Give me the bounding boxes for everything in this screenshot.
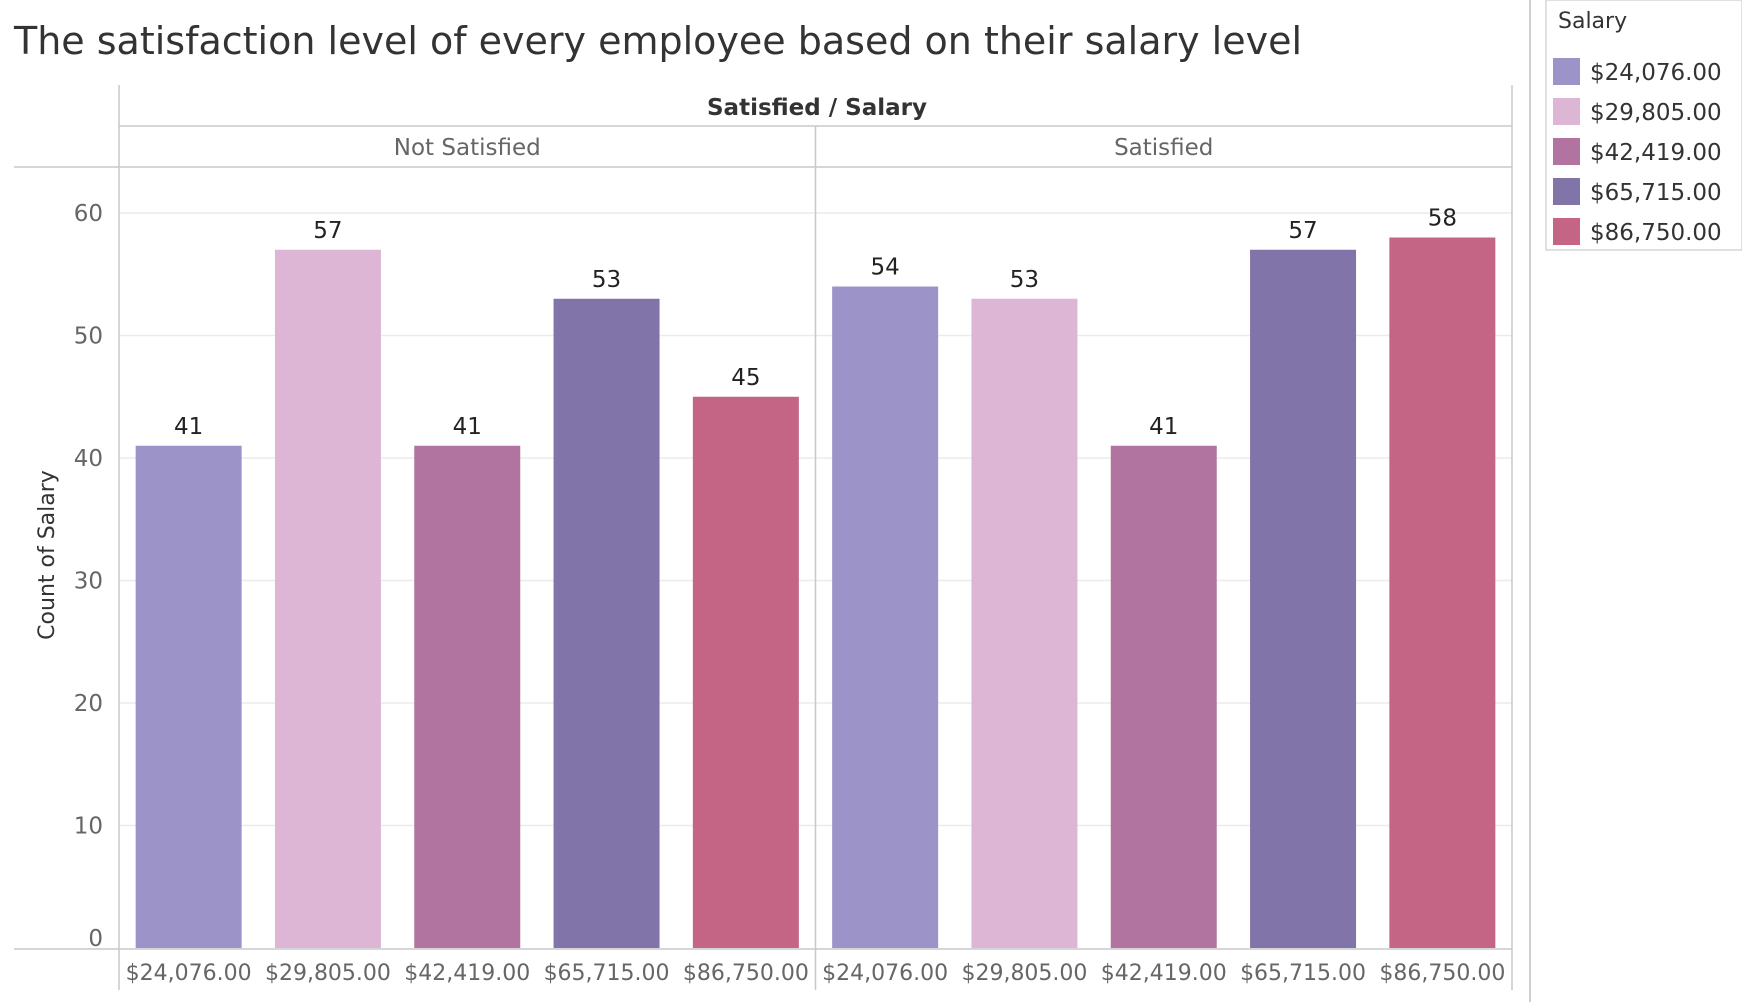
data-label: 41 — [1149, 414, 1178, 440]
x-tick-label: $86,750.00 — [683, 961, 809, 986]
panel-header: Satisfied — [1114, 135, 1213, 161]
legend-swatch[interactable] — [1553, 138, 1580, 165]
y-tick-label: 50 — [74, 324, 103, 350]
bar[interactable] — [414, 445, 521, 948]
data-label: 57 — [1288, 218, 1317, 244]
x-tick-label: $42,419.00 — [404, 961, 530, 986]
data-label: 41 — [453, 414, 482, 440]
chart-title: The satisfaction level of every employee… — [13, 19, 1302, 63]
legend-label[interactable]: $29,805.00 — [1590, 100, 1722, 126]
legend-swatch[interactable] — [1553, 58, 1580, 85]
y-tick-label: 40 — [74, 446, 103, 472]
legend: Salary $24,076.00 $29,805.00 $42,419.00 $65… — [1529, 0, 1742, 1002]
panel-header: Not Satisfied — [394, 135, 541, 161]
bar[interactable] — [692, 396, 799, 948]
bar[interactable] — [135, 445, 242, 948]
chart-body: 0 10 20 30 40 50 60 Not Satisfied 41 $24,076.00 57… — [14, 85, 1513, 990]
legend-label[interactable]: $65,715.00 — [1590, 180, 1722, 206]
x-tick-label: $29,805.00 — [961, 961, 1087, 986]
legend-label[interactable]: $86,750.00 — [1590, 220, 1722, 246]
data-label: 54 — [871, 255, 900, 281]
y-tick-label: 60 — [74, 201, 103, 227]
data-label: 57 — [313, 218, 342, 244]
legend-box — [1545, 0, 1742, 251]
legend-swatch[interactable] — [1553, 98, 1580, 125]
x-tick-label: $86,750.00 — [1379, 961, 1505, 986]
legend-swatch[interactable] — [1553, 178, 1580, 205]
data-label: 53 — [1010, 267, 1039, 293]
bar[interactable] — [832, 286, 939, 949]
y-tick-label: 0 — [88, 926, 103, 952]
data-label: 41 — [174, 414, 203, 440]
data-label: 58 — [1428, 206, 1457, 232]
x-tick-label: $42,419.00 — [1101, 961, 1227, 986]
legend-swatch[interactable] — [1553, 218, 1580, 245]
x-tick-label: $65,715.00 — [544, 961, 670, 986]
y-axis-title: Count of Salary — [35, 470, 60, 640]
legend-label[interactable]: $42,419.00 — [1590, 140, 1722, 166]
bar[interactable] — [971, 298, 1078, 948]
data-label: 45 — [731, 365, 760, 391]
bar[interactable] — [1110, 445, 1217, 948]
y-tick-label: 30 — [74, 569, 103, 595]
x-tick-label: $29,805.00 — [265, 961, 391, 986]
bar[interactable] — [553, 298, 660, 948]
data-label: 53 — [592, 267, 621, 293]
bar[interactable] — [1389, 237, 1496, 949]
column-header: Satisfied / Salary — [707, 95, 927, 121]
x-tick-label: $24,076.00 — [822, 961, 948, 986]
y-tick-label: 20 — [74, 691, 103, 717]
legend-title: Salary — [1558, 9, 1627, 34]
y-tick-label: 10 — [74, 814, 103, 840]
x-tick-label: $24,076.00 — [126, 961, 252, 986]
legend-label[interactable]: $24,076.00 — [1590, 60, 1722, 86]
x-tick-label: $65,715.00 — [1240, 961, 1366, 986]
bar[interactable] — [274, 249, 381, 948]
bar[interactable] — [1250, 249, 1357, 948]
